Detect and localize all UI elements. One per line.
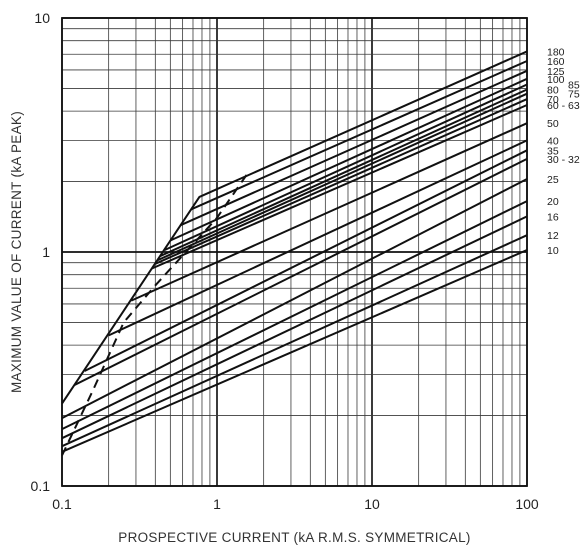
curve-label: 125 [547, 66, 565, 78]
series-line [159, 88, 528, 258]
series-line [190, 60, 528, 211]
curve-label: 16 [547, 211, 559, 223]
dashed-curve [61, 171, 250, 456]
curve-label: 40 [547, 135, 559, 147]
curve-label: 75 [568, 89, 580, 101]
series-line [61, 234, 528, 448]
x-tick-label: 0.1 [52, 496, 72, 512]
series-line [154, 98, 528, 265]
curve-label: 160 [547, 56, 565, 68]
x-tick-label: 10 [364, 496, 380, 512]
curve-label: 20 [547, 196, 559, 208]
curve-label: 100 [547, 74, 565, 86]
plot-frame [61, 17, 528, 487]
dashed-line [61, 171, 250, 456]
series-line [61, 249, 528, 453]
grid-lines [61, 17, 528, 487]
cutoff-curves [61, 50, 528, 453]
series-line [130, 122, 528, 302]
series-line [61, 50, 528, 405]
series-line [164, 83, 528, 251]
curve-label: 70 [547, 94, 559, 106]
curve-label: 50 [547, 118, 559, 130]
curve-label: 30 - 32 [547, 154, 580, 166]
series-line [84, 149, 528, 372]
curve-label: 180 [547, 46, 565, 58]
series-line [169, 77, 528, 242]
x-tick-label: 100 [515, 496, 539, 512]
series-line [61, 215, 528, 440]
curve-label: 25 [547, 174, 559, 186]
series-line [61, 178, 528, 419]
curve-label: 80 [547, 84, 559, 96]
series-line [151, 104, 528, 270]
series-line [156, 92, 528, 262]
y-tick-label: 0.1 [31, 478, 51, 494]
curve-label: 85 [568, 79, 580, 91]
curve-label: 35 [547, 145, 559, 157]
x-tick-label: 1 [213, 496, 221, 512]
curve-label: 10 [547, 245, 559, 257]
curve-label: 60 - 63 [547, 100, 580, 112]
curve-label: 12 [547, 230, 559, 242]
x-axis-title: PROSPECTIVE CURRENT (kA R.M.S. SYMMETRIC… [118, 530, 470, 545]
y-axis-title: MAXIMUM VALUE OF CURRENT (kA PEAK) [9, 111, 24, 393]
series-line [108, 139, 528, 337]
y-tick-labels: 0.1 1 10 [31, 10, 51, 494]
y-tick-label: 10 [34, 10, 50, 26]
series-line [179, 69, 528, 227]
series-line [61, 200, 528, 430]
y-tick-label: 1 [42, 244, 50, 260]
x-tick-labels: 0.1 1 10 100 [52, 496, 539, 512]
series-line [73, 158, 528, 386]
